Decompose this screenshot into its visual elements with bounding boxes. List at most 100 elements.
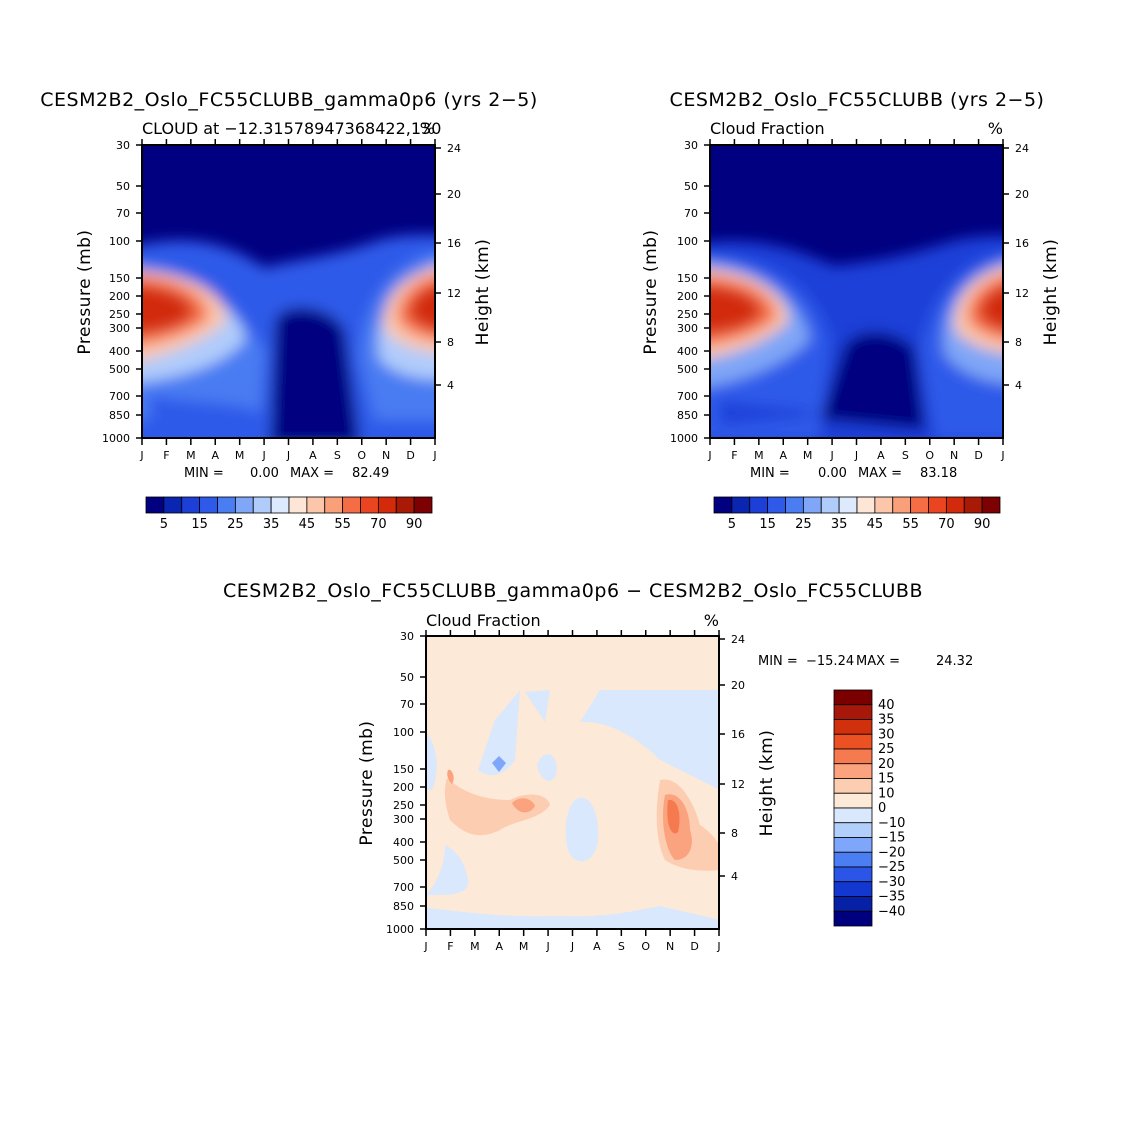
panel2-core-b [979,286,1003,330]
month-tick-label: N [382,449,390,462]
colorbar-label: 10 [878,786,895,801]
height-tick-label: 20 [1015,188,1029,201]
height-tick-label: 12 [1015,287,1029,300]
pressure-tick-label: 500 [677,363,698,376]
colorbar-swatch [833,910,873,927]
month-tick-label: D [406,449,414,462]
panel3-max-value: 24.32 [936,654,973,669]
colorbar-swatch [833,896,873,912]
colorbar-swatch [252,496,272,514]
panel3-neg-minimum [492,756,506,772]
colorbar-swatch [833,822,873,838]
colorbar-swatch [234,496,254,514]
height-tick-label: 16 [447,237,461,250]
pressure-tick-label: 850 [109,409,130,422]
panel1-low-band [150,395,275,430]
pressure-tick-label: 30 [400,630,414,643]
panel2-dry-region [820,332,925,430]
panel3-ylabel-right: Height (km) [757,730,777,837]
height-tick-label: 16 [731,728,745,741]
colorbar-swatch [892,496,912,514]
colorbar-label: 5 [728,517,736,532]
panel3-neg-low-left [426,845,469,895]
panel1-ylabel-left: Pressure (mb) [75,229,95,354]
month-tick-label: O [357,449,366,462]
panel3-title: CESM2B2_Oslo_FC55CLUBB_gamma0p6 − CESM2B… [223,580,923,602]
height-tick-label: 12 [731,778,745,791]
panel-gamma0p6: CESM2B2_Oslo_FC55CLUBB_gamma0p6 (yrs 2−5… [40,89,537,532]
panel1-core [142,286,193,333]
month-tick-label: J [423,940,427,953]
panel3-neg-upper-left [478,690,520,776]
panel3-neg-mid [565,797,599,862]
colorbar-swatch [833,851,873,868]
height-tick-label: 8 [731,827,738,840]
colorbar-swatch [324,496,344,514]
panel2-height-ticks: 24 20 16 12 8 4 [1003,142,1029,392]
panel3-background [426,636,719,929]
colorbar-swatch [802,496,822,514]
pressure-tick-label: 150 [109,272,130,285]
colorbar-swatch [874,496,894,514]
colorbar-label: 55 [902,517,919,532]
pressure-tick-label: 500 [393,854,414,867]
panel3-pos-left [444,778,550,836]
pressure-tick-label: 70 [400,698,414,711]
month-tick-label: S [334,449,341,462]
colorbar-swatch [910,496,929,514]
pressure-tick-label: 200 [109,290,130,303]
month-tick-label: J [570,940,574,953]
panel3-neg-left-edge [426,732,437,790]
panel3-max-label: MAX = [856,654,900,669]
colorbar-label: 55 [334,517,351,532]
panel2-ylabel-left: Pressure (mb) [641,229,661,354]
pressure-tick-label: 70 [684,207,698,220]
colorbar-swatch [785,496,804,514]
panel1-dry-region [270,307,360,438]
panel2-units: % [988,119,1003,138]
pressure-tick-label: 500 [109,363,130,376]
colorbar-swatch [833,733,873,750]
colorbar-label: 90 [974,517,991,532]
panel3-pos-left-spot [447,769,454,784]
panel2-subtitle: Cloud Fraction [710,119,825,138]
panel1-min-label: MIN = [184,466,224,481]
height-tick-label: 16 [1015,237,1029,250]
panel2-title: CESM2B2_Oslo_FC55CLUBB (yrs 2−5) [670,89,1045,111]
pressure-tick-label: 700 [109,390,130,403]
panel2-max-label: MAX = [858,466,902,481]
pressure-tick-label: 1000 [102,432,130,445]
panel3-neg-wedge [525,690,550,722]
colorbar-label: −10 [878,816,905,831]
pressure-tick-label: 250 [677,308,698,321]
panel1-core-b [409,285,435,330]
height-tick-label: 4 [447,379,454,392]
colorbar-label: −20 [878,845,905,860]
panel2-min-label: MIN = [750,466,790,481]
panel2-colorbar: 5 15 25 35 45 55 70 90 [713,496,1001,532]
panel1-ylabel-right: Height (km) [473,239,493,346]
colorbar-swatch [413,496,433,514]
panel3-field [426,636,719,929]
height-tick-label: 24 [447,142,461,155]
month-tick-label: A [309,449,317,462]
month-tick-label: N [666,940,674,953]
colorbar-label: 30 [878,727,895,742]
colorbar-swatch [833,748,873,765]
pressure-tick-label: 1000 [386,923,414,936]
panel2-min-value: 0.00 [818,466,847,481]
colorbar-label: 90 [406,517,423,532]
colorbar-swatch [833,719,873,735]
month-tick-label: D [690,940,698,953]
colorbar-label: −25 [878,860,905,875]
month-tick-label: J [707,449,711,462]
month-tick-label: F [163,449,169,462]
panel3-neg-upper-right [580,690,719,790]
month-tick-label: M [754,449,764,462]
month-tick-label: M [519,940,529,953]
panel-difference: CESM2B2_Oslo_FC55CLUBB_gamma0p6 − CESM2B… [223,580,973,953]
